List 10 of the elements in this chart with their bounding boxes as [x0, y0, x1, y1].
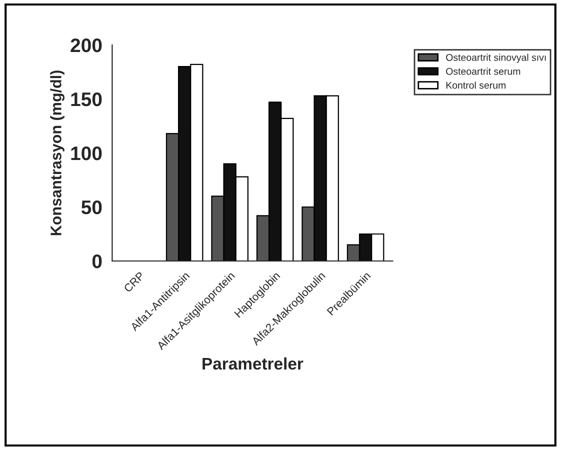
y-tick-label: 150	[71, 92, 102, 106]
x-axis-title: Parametreler	[202, 357, 304, 370]
y-tick-label: 200	[70, 38, 102, 52]
legend-label: Kontrol serum	[446, 82, 506, 89]
y-tick-label: 50	[81, 200, 102, 214]
y-tick-label: 100	[71, 146, 102, 160]
y-axis-title: Konsantrasyon (mg/dl)	[50, 70, 64, 236]
y-tick-label: 0	[92, 254, 102, 268]
legend-label: Osteoartrit sinovyal sıvı	[446, 54, 546, 63]
legend-label: Osteoartrit serum	[446, 68, 520, 75]
